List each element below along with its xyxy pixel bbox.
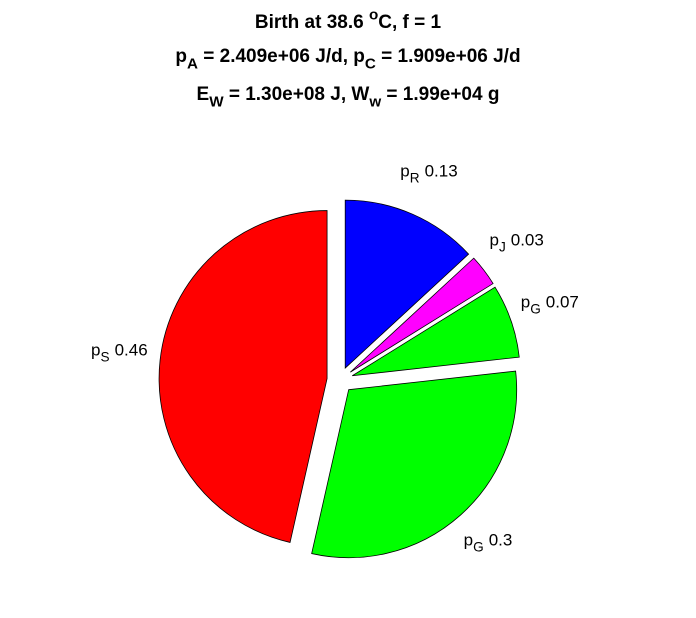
slice-value: 0.3 [489,530,513,549]
text-part: = 1.99e+04 g [381,84,499,105]
slice-label: pG 0.07 [521,292,579,316]
text-part: = 1.30e+08 J, W [224,84,370,105]
text-part: C, f = 1 [378,12,441,33]
text-part: p [464,530,473,549]
text-part: = 2.409e+06 J/d, p [198,46,365,67]
script-text: A [187,56,198,73]
slice-label: pG 0.3 [464,530,513,554]
slice-value: 0.46 [115,340,148,359]
chart-title: Birth at 38.6 oC, f = 1 [255,6,442,33]
script-text: S [101,349,110,364]
text-part: = 1.909e+06 J/d [376,46,521,67]
text-part: p [400,162,409,181]
text-part: p [489,231,498,250]
script-text: R [410,171,420,186]
pie-slice [352,286,520,377]
chart-title: EW = 1.30e+08 J, Ww = 1.99e+04 g [197,84,500,111]
slice-label: pR 0.13 [400,162,457,186]
script-text: G [473,539,484,554]
pie-slice [311,370,518,559]
slice-value: 0.07 [546,292,579,311]
text-part: Birth at 38.6 [255,12,369,33]
script-text: w [368,94,381,111]
script-text: C [365,56,376,73]
pie-slice [350,257,494,373]
chart-title: pA = 2.409e+06 J/d, pC = 1.909e+06 J/d [175,46,520,73]
pie-slice [158,210,328,543]
text-part: E [197,84,210,105]
slice-label: pS 0.46 [91,340,148,364]
text-part: p [91,340,100,359]
text-part: p [175,46,187,67]
pie-slice [344,199,470,370]
text-part: p [521,292,530,311]
slice-value: 0.13 [425,162,458,181]
slice-label: pJ 0.03 [489,231,543,255]
script-text: o [369,6,378,23]
script-text: J [499,240,506,255]
slice-value: 0.03 [511,231,544,250]
script-text: W [209,94,224,111]
script-text: G [530,301,541,316]
